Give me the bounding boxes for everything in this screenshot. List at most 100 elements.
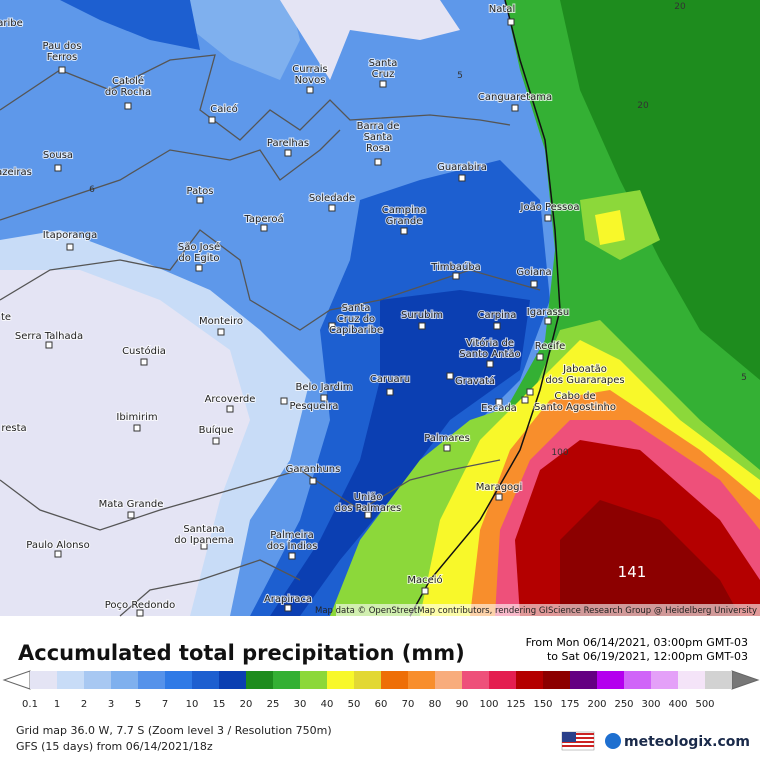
legend-label: 25 [267, 699, 280, 710]
legend-label: 400 [668, 699, 687, 710]
city-label: São José [178, 241, 220, 253]
city-dot [443, 444, 451, 452]
city-label: Maceió [407, 574, 442, 586]
city-label: Surubim [401, 310, 443, 321]
city-label: Patos [187, 186, 214, 197]
city-label: Canguaretama [478, 92, 552, 103]
city-dot [526, 388, 534, 396]
city-dot [195, 264, 203, 272]
legend-label: 70 [402, 699, 415, 710]
border [0, 54, 541, 617]
legend-arrow [731, 670, 760, 690]
city-label: Cabo de [554, 391, 595, 402]
legend-swatch [30, 671, 57, 689]
shade [0, 270, 250, 616]
legend-swatch [327, 671, 354, 689]
city-label: Recife [535, 341, 566, 352]
city-label: Itaporanga [43, 230, 98, 241]
legend-label: 10 [186, 699, 199, 710]
city-label: Gravatá [455, 375, 495, 387]
city-dot [495, 398, 503, 406]
city-dot [507, 18, 515, 26]
city-label: do Ipanema [174, 535, 233, 546]
legend-swatch [678, 671, 705, 689]
city-dot [54, 550, 62, 558]
contour-label: 100 [551, 448, 568, 458]
city-label: Grande [386, 216, 423, 227]
city-label: Barra de [357, 121, 400, 132]
city-label: Currais [292, 64, 327, 75]
city-dot [140, 358, 148, 366]
city-label: dos Guararapes [545, 375, 624, 386]
city-dot [136, 609, 144, 617]
city-dot [374, 158, 382, 166]
city-dot [511, 104, 519, 112]
legend-swatch [300, 671, 327, 689]
legend-swatch [246, 671, 273, 689]
city-label: Monteiro [199, 316, 243, 327]
city-dot [280, 397, 288, 405]
city-label: Capibaribe [329, 325, 383, 336]
city-dot [458, 174, 466, 182]
city-dot [536, 353, 544, 361]
legend-label: 125 [506, 699, 525, 710]
legend-label: 200 [587, 699, 606, 710]
legend-label: 175 [560, 699, 579, 710]
city-label: Parelhas [267, 138, 309, 149]
city-label: Caruaru [370, 374, 410, 385]
city-dot [521, 396, 529, 404]
city-label: Santa [369, 58, 398, 69]
city-dot [328, 204, 336, 212]
city-label: Cruz do [337, 314, 375, 325]
city-dot [124, 102, 132, 110]
city-label: Cruz [372, 69, 395, 80]
city-dot [364, 511, 372, 519]
legend-label: 60 [375, 699, 388, 710]
city-label: Campina [382, 205, 426, 216]
city-label: Ferros [47, 52, 78, 63]
legend-swatch [111, 671, 138, 689]
city-dot [452, 272, 460, 280]
city-label: dos Palmares [335, 503, 401, 514]
shade [560, 500, 740, 616]
city-label: Timbaúba [430, 261, 481, 273]
legend-label: 300 [641, 699, 660, 710]
city-dot [544, 317, 552, 325]
city-dot [133, 424, 141, 432]
legend-swatch [57, 671, 84, 689]
shade [595, 210, 625, 245]
city-label: Natal [489, 4, 515, 15]
contour-label: 20 [674, 2, 686, 12]
city-label: Belo Jardim [296, 382, 353, 393]
city-label: Igarassu [527, 307, 569, 318]
attribution-bg [336, 604, 760, 616]
legend-swatch [489, 671, 516, 689]
legend-label: 5 [135, 699, 141, 710]
contour-label: 6 [89, 185, 95, 195]
legend: 0.1 1 2 3 5 7 10 15 20 25 30 40 50 60 70 80 90 100 125 150 1… [2, 670, 760, 710]
legend-swatch [570, 671, 597, 689]
city-dot [208, 116, 216, 124]
city-dot [200, 542, 208, 550]
legend-label: 20 [240, 699, 253, 710]
city-label: Santa [364, 132, 393, 143]
legend-swatch [219, 671, 246, 689]
city-label: Escada [481, 403, 517, 414]
legend-label: 40 [321, 699, 334, 710]
city-label: Catolé [112, 75, 144, 87]
city-dot [226, 405, 234, 413]
flag [561, 731, 595, 751]
shade [280, 0, 460, 80]
legend-label: 30 [294, 699, 307, 710]
grid-info: Grid map 36.0 W, 7.7 S (Zoom level 3 / R… [16, 724, 332, 737]
city-label: Ibimirim [116, 412, 157, 423]
period-from: From Mon 06/14/2021, 03:00pm GMT-03 [526, 636, 748, 649]
city-dot [45, 341, 53, 349]
city-label: aribe [0, 18, 23, 29]
city-label: Serra Talhada [15, 331, 83, 342]
legend-swatch [273, 671, 300, 689]
legend-label: 100 [479, 699, 498, 710]
